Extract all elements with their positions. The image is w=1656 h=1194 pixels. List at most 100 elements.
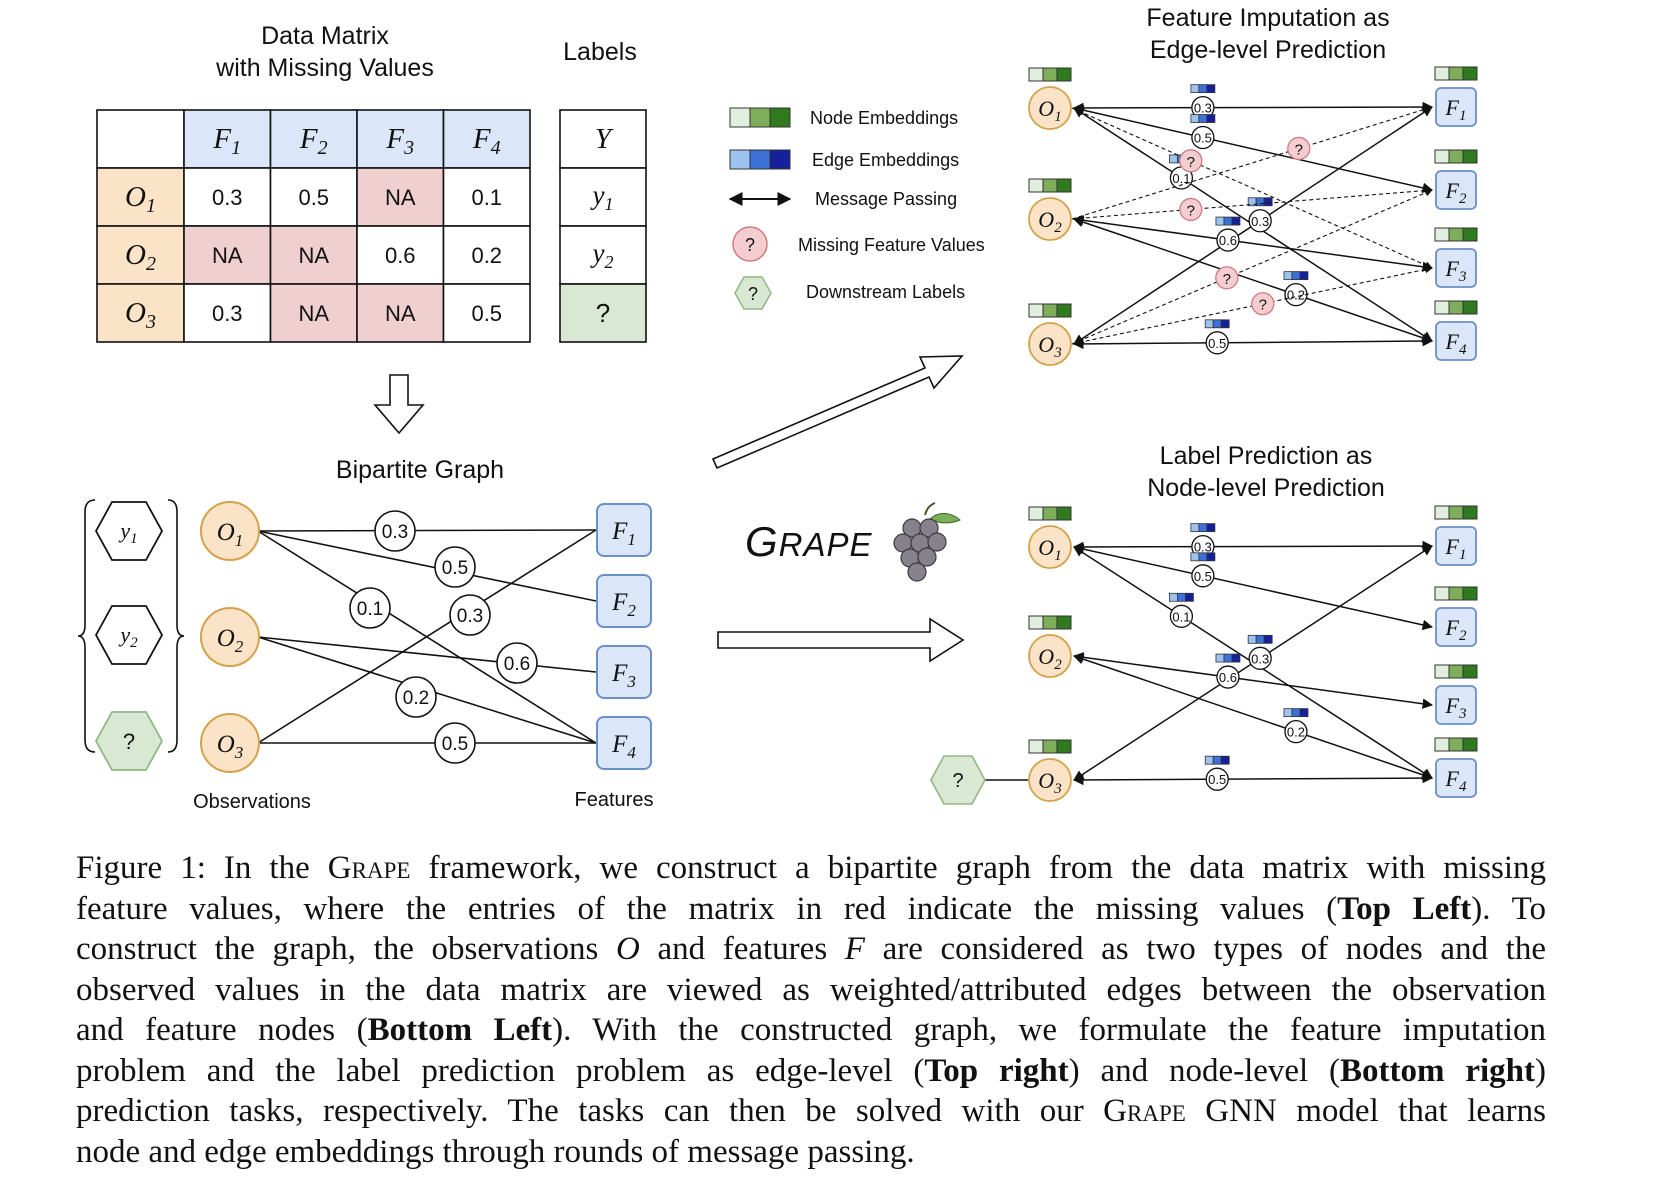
feature-node — [1435, 321, 1477, 361]
feature-node-label: F2 — [611, 589, 636, 620]
bipartite-title: Bipartite Graph — [336, 456, 504, 484]
feature-node — [1435, 87, 1477, 127]
labels-unknown-cell — [559, 283, 647, 343]
grape-logo: GRAPE — [745, 502, 961, 582]
bipartite-edges: 0.3 0.5 0.1 0.3 0.6 0.2 0.5 — [257, 510, 597, 764]
edge-embedding-cell — [1215, 216, 1225, 226]
downstream-label-icon — [734, 276, 772, 310]
edge-value-label: 0.2 — [1287, 288, 1305, 303]
node-embedding-cell — [1448, 227, 1464, 242]
edge-embedding-cell — [1212, 755, 1222, 765]
data-matrix: Data Matrix with Missing Values F1 F2 F3 F4… — [96, 22, 531, 343]
missing-value-symbol: ? — [1295, 141, 1303, 158]
edge-weight-label: 0.6 — [504, 654, 530, 675]
labels-cell — [559, 225, 647, 285]
message-edges: 0.3 0.5 0.1 0.3 0.6 0.2 0.5 — [1072, 523, 1434, 791]
edge-embedding-cell — [1215, 653, 1225, 663]
node-embedding-cell — [1448, 66, 1464, 81]
matrix-cell-value: 0.1 — [471, 185, 502, 210]
caption-line: prediction tasks, respectively. The task… — [76, 1093, 1546, 1129]
node-embedding-cell — [1028, 615, 1044, 630]
labels-header: Y — [595, 123, 614, 155]
edge-value-label: 0.2 — [1287, 725, 1305, 740]
bipartite-edge — [257, 529, 597, 744]
edge-value-label: 0.3 — [1194, 101, 1212, 116]
edge-value-label: 0.5 — [1194, 131, 1212, 146]
edge-value-label: 0.1 — [1172, 609, 1190, 624]
label-prediction-graph: Label Prediction as Node-level Predictio… — [930, 442, 1478, 805]
edge-value-label: 0.5 — [1208, 336, 1226, 351]
matrix-header-cell — [442, 109, 531, 169]
edge-value-label: 0.3 — [1251, 651, 1269, 666]
message-edge — [1072, 104, 1434, 194]
matrix-cell-value: 0.6 — [385, 243, 416, 268]
node-embedding-cell — [1056, 178, 1072, 193]
matrix-cell — [183, 283, 272, 343]
node-embedding-cell — [1434, 505, 1450, 520]
legend-missing-values: Missing Feature Values — [798, 235, 985, 255]
edge-embedding-cell — [1299, 708, 1309, 718]
observation-node-label: O2 — [1038, 207, 1062, 236]
node-embedding-cell — [1028, 303, 1044, 318]
matrix-row-header-cell — [96, 225, 185, 285]
matrix-cell-value: 0.3 — [212, 301, 243, 326]
node-embedding-cell — [1042, 178, 1058, 193]
label-node — [94, 501, 164, 561]
node-embedding-cell — [1042, 615, 1058, 630]
message-edge — [1072, 772, 1434, 786]
edge-embedding-cell — [1283, 708, 1293, 718]
edge-embedding-cell — [1185, 592, 1194, 602]
edge-value-node — [1205, 767, 1229, 791]
node-embedding-cell — [1462, 149, 1478, 164]
message-edge — [1072, 543, 1434, 631]
edge-embedding-cell — [1299, 271, 1309, 281]
matrix-row-header: O3 — [125, 297, 156, 333]
observation-node — [200, 501, 260, 561]
imputation-title: Feature Imputation as — [1146, 4, 1389, 32]
feature-node-label: F4 — [1445, 766, 1467, 795]
missing-edge — [1071, 107, 1433, 269]
edge-weight-label: 0.5 — [442, 558, 468, 579]
matrix-column-header: F1 — [212, 123, 241, 159]
edge-weight-label: 0.3 — [382, 522, 408, 543]
edge-value-node — [1216, 228, 1240, 252]
node-embedding-cell — [1042, 303, 1058, 318]
labels-cell-value: y2 — [590, 238, 614, 272]
missing-value-node — [1179, 149, 1203, 173]
edge-embedding-cell — [1198, 523, 1208, 533]
feature-node-label: F1 — [611, 518, 636, 549]
edge-embedding-cell — [1190, 523, 1200, 533]
node-embedding-cell — [1448, 737, 1464, 752]
missing-edge — [1071, 189, 1433, 345]
features-label: Features — [575, 789, 654, 811]
edge-value-label: 0.1 — [1172, 171, 1190, 186]
feature-node — [596, 716, 652, 770]
feature-node-label: F1 — [1445, 95, 1467, 124]
edge-value-node — [1248, 209, 1272, 233]
missing-edges: ????? — [1071, 105, 1433, 345]
feature-node — [1435, 170, 1477, 210]
caption-line: feature values, where the entries of the… — [76, 890, 1546, 927]
edge-embedding-cell — [1220, 755, 1230, 765]
labels-cell-value: ? — [596, 298, 610, 328]
legend: Node Embeddings Edge Embeddings Message … — [728, 107, 985, 310]
matrix-cell-value: 0.5 — [298, 185, 329, 210]
observation-node — [1028, 525, 1072, 569]
observation-node — [1028, 634, 1072, 678]
node-embedding-cell — [1042, 739, 1058, 754]
edge-value-label: 0.3 — [1194, 540, 1212, 555]
node-embedding-cell — [1448, 149, 1464, 164]
feature-node — [1435, 248, 1477, 288]
missing-value-node — [1215, 266, 1239, 290]
arrow-to-prediction — [717, 617, 965, 663]
observation-node — [200, 713, 260, 773]
edge-embedding-cell — [1291, 271, 1301, 281]
feature-node-label: F2 — [1445, 178, 1467, 207]
node-embedding-cell — [1462, 300, 1478, 315]
node-embedding-cell — [1042, 506, 1058, 521]
caption-line: and feature nodes (Bottom Left). With th… — [76, 1012, 1546, 1048]
observation-node-label: O1 — [1038, 535, 1061, 564]
observation-node — [1028, 758, 1072, 802]
edge-value-node — [1169, 604, 1194, 628]
matrix-cell-value: NA — [385, 301, 416, 326]
